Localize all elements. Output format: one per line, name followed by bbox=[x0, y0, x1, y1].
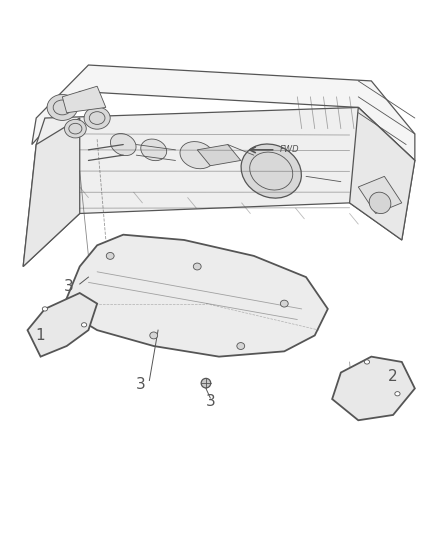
Ellipse shape bbox=[84, 107, 110, 129]
Ellipse shape bbox=[193, 263, 201, 270]
Ellipse shape bbox=[364, 360, 370, 364]
Polygon shape bbox=[350, 108, 415, 240]
Ellipse shape bbox=[280, 300, 288, 307]
Polygon shape bbox=[332, 357, 415, 420]
Text: 3: 3 bbox=[205, 394, 215, 409]
Ellipse shape bbox=[106, 253, 114, 260]
Polygon shape bbox=[197, 144, 241, 166]
Text: 2: 2 bbox=[388, 369, 398, 384]
Ellipse shape bbox=[81, 322, 87, 327]
Text: FWD: FWD bbox=[280, 146, 300, 155]
Ellipse shape bbox=[241, 144, 301, 198]
Ellipse shape bbox=[110, 133, 136, 156]
Ellipse shape bbox=[201, 378, 211, 388]
Ellipse shape bbox=[150, 332, 158, 339]
Ellipse shape bbox=[369, 192, 391, 214]
Polygon shape bbox=[62, 86, 106, 113]
Polygon shape bbox=[23, 118, 80, 266]
Polygon shape bbox=[358, 176, 402, 214]
Polygon shape bbox=[62, 235, 328, 357]
Polygon shape bbox=[23, 108, 415, 266]
Ellipse shape bbox=[42, 307, 47, 311]
Ellipse shape bbox=[141, 139, 167, 160]
Polygon shape bbox=[32, 65, 415, 160]
Polygon shape bbox=[28, 293, 97, 357]
Ellipse shape bbox=[180, 142, 215, 169]
Ellipse shape bbox=[47, 94, 78, 120]
Ellipse shape bbox=[64, 119, 86, 138]
Ellipse shape bbox=[237, 343, 245, 350]
Text: 3: 3 bbox=[136, 377, 145, 392]
Ellipse shape bbox=[395, 392, 400, 396]
Text: 3: 3 bbox=[64, 279, 74, 294]
Text: 1: 1 bbox=[36, 328, 46, 343]
